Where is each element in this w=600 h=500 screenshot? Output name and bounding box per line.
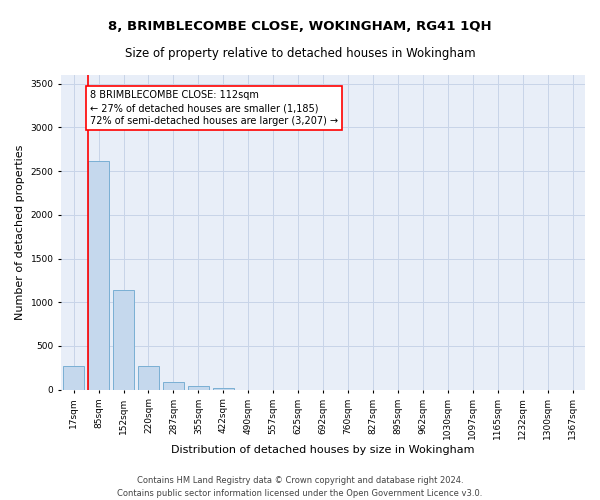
Bar — [63, 366, 84, 390]
X-axis label: Distribution of detached houses by size in Wokingham: Distribution of detached houses by size … — [172, 445, 475, 455]
Bar — [213, 388, 234, 390]
Bar — [138, 366, 159, 390]
Y-axis label: Number of detached properties: Number of detached properties — [15, 144, 25, 320]
Bar — [113, 290, 134, 390]
Text: 8 BRIMBLECOMBE CLOSE: 112sqm
← 27% of detached houses are smaller (1,185)
72% of: 8 BRIMBLECOMBE CLOSE: 112sqm ← 27% of de… — [90, 90, 338, 126]
Text: 8, BRIMBLECOMBE CLOSE, WOKINGHAM, RG41 1QH: 8, BRIMBLECOMBE CLOSE, WOKINGHAM, RG41 1… — [108, 20, 492, 33]
Bar — [188, 386, 209, 390]
Text: Contains HM Land Registry data © Crown copyright and database right 2024.
Contai: Contains HM Land Registry data © Crown c… — [118, 476, 482, 498]
Bar — [88, 160, 109, 390]
Text: Size of property relative to detached houses in Wokingham: Size of property relative to detached ho… — [125, 48, 475, 60]
Bar — [163, 382, 184, 390]
